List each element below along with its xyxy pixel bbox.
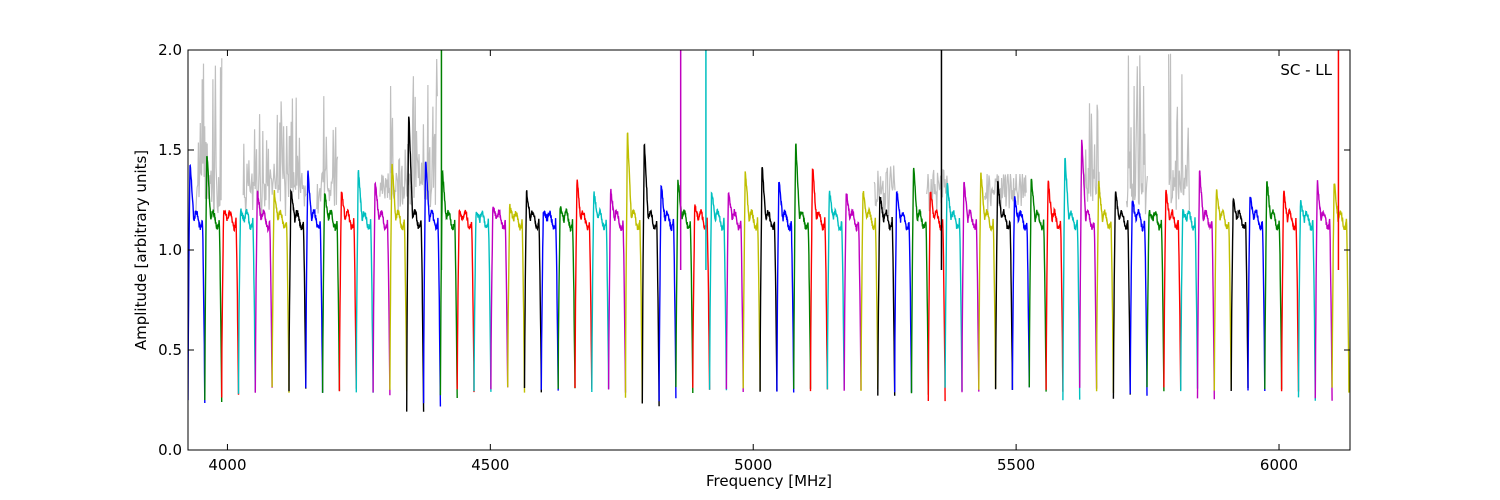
rfi-spikes [440, 50, 1340, 270]
channel-line-42 [894, 190, 913, 393]
channel-line-56 [1129, 200, 1148, 396]
x-tick-label: 4000 [208, 456, 246, 474]
channel-line-18 [490, 206, 509, 390]
channel-line-24 [591, 191, 610, 393]
raw-burst-6 [984, 173, 1027, 213]
y-axis-label: Amplitude [arbitrary units] [132, 150, 150, 350]
channel-line-19 [507, 203, 526, 393]
channel-line-57 [1146, 209, 1165, 392]
x-tick-label: 5000 [734, 456, 772, 474]
channel-line-40 [860, 190, 879, 391]
channel-line-49 [1011, 196, 1030, 390]
channel-line-11 [372, 181, 391, 396]
channel-line-34 [759, 167, 778, 392]
channel-line-28 [658, 184, 677, 402]
channel-line-25 [607, 188, 627, 393]
channel-line-31 [708, 191, 728, 391]
channel-line-52 [1062, 157, 1081, 401]
plot-background [188, 50, 1350, 450]
channel-line-54 [1095, 180, 1115, 393]
chart-annotation: SC - LL [1280, 61, 1332, 79]
channel-line-5 [271, 190, 290, 393]
channel-line-32 [725, 191, 744, 393]
channel-line-20 [523, 190, 542, 393]
channel-line-0 [188, 163, 206, 404]
channel-series [188, 116, 1350, 412]
channel-line-65 [1280, 190, 1300, 392]
channel-line-9 [338, 191, 357, 392]
axis-ticks: 4000 4500 5000 5500 6000 0.0 0.5 1.0 1.5 2.0 [158, 41, 1350, 474]
channel-line-33 [742, 171, 761, 391]
channel-line-41 [877, 196, 896, 396]
channel-line-8 [321, 193, 341, 393]
raw-burst-9 [1168, 53, 1190, 211]
channel-line-17 [473, 210, 492, 392]
channel-line-48 [994, 180, 1014, 390]
channel-line-10 [355, 170, 374, 393]
channel-line-13 [406, 116, 425, 412]
channel-line-7 [305, 170, 324, 393]
channel-line-29 [675, 179, 694, 394]
y-tick-label: 1.0 [158, 241, 182, 259]
y-tick-label: 0.5 [158, 341, 182, 359]
channel-line-23 [574, 179, 593, 390]
channel-line-6 [288, 188, 307, 392]
channel-line-35 [776, 181, 795, 393]
x-axis-label: Frequency [MHz] [706, 472, 832, 490]
raw-burst-1 [242, 97, 307, 217]
raw-burst-8 [1125, 55, 1148, 215]
y-tick-label: 0.0 [158, 441, 182, 459]
channel-line-64 [1264, 181, 1283, 390]
x-tick-label: 6000 [1260, 456, 1298, 474]
channel-line-4 [254, 190, 273, 393]
raw-burst-7 [1083, 103, 1101, 202]
channel-line-27 [641, 143, 660, 407]
channel-line-2 [221, 209, 240, 398]
channel-line-15 [439, 170, 458, 399]
channel-line-68 [1331, 183, 1350, 393]
channel-line-38 [826, 190, 845, 390]
channel-line-22 [557, 206, 576, 389]
channel-line-39 [843, 193, 862, 391]
channel-line-63 [1247, 196, 1266, 392]
channel-line-21 [540, 210, 559, 391]
raw-burst-4 [873, 165, 896, 220]
channel-line-66 [1297, 199, 1316, 401]
channel-line-45 [944, 183, 963, 392]
channel-line-12 [389, 163, 408, 392]
channel-line-44 [927, 191, 946, 402]
channel-line-26 [624, 132, 643, 403]
channel-line-1 [204, 155, 223, 403]
channel-line-43 [910, 167, 929, 395]
channel-line-60 [1196, 170, 1215, 400]
x-tick-label: 4500 [471, 456, 509, 474]
raw-burst-2 [316, 96, 339, 214]
channel-line-46 [961, 181, 980, 393]
channel-line-62 [1230, 197, 1249, 392]
channel-line-58 [1163, 189, 1182, 390]
channel-line-61 [1213, 189, 1232, 391]
channel-line-47 [978, 172, 997, 390]
channel-line-59 [1180, 209, 1199, 392]
channel-line-53 [1079, 139, 1098, 389]
channel-line-50 [1028, 178, 1047, 392]
channel-line-51 [1045, 180, 1064, 392]
y-tick-label: 1.5 [158, 141, 182, 159]
channel-line-67 [1314, 180, 1333, 401]
y-tick-label: 2.0 [158, 41, 182, 59]
channel-line-36 [793, 143, 812, 389]
channel-line-30 [692, 204, 711, 390]
x-tick-label: 5500 [997, 456, 1035, 474]
channel-line-55 [1112, 191, 1131, 399]
channel-line-14 [422, 161, 442, 407]
channel-line-16 [456, 208, 475, 393]
channel-line-3 [237, 208, 256, 394]
channel-line-37 [809, 168, 829, 392]
